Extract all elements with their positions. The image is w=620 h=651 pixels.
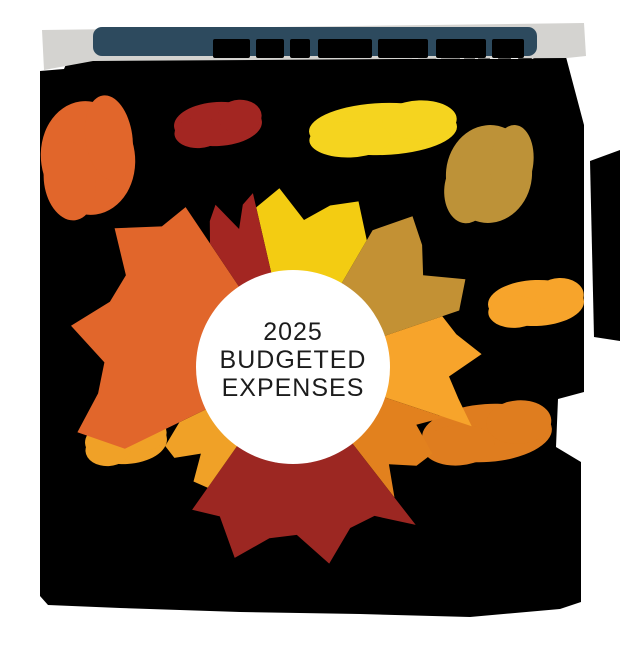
pie-slice-segment-right: [368, 316, 482, 427]
splash-lump: [535, 278, 584, 313]
center-label-line-2: BUDGETED: [219, 346, 367, 374]
pie-slice-segment-bottom: [192, 430, 416, 564]
splash-lump: [490, 125, 534, 199]
banner-title-knockout-word-3: [290, 39, 310, 58]
banner-title-knockout-word-2: [256, 39, 284, 58]
splash-lump: [444, 154, 492, 224]
splash-lump: [309, 121, 391, 158]
label-splash-segment-left: [40, 95, 136, 221]
label-splash-segment-upper-right: [444, 125, 534, 224]
banner-title-knockout-word-1: [213, 39, 250, 58]
splash-lump: [486, 400, 552, 444]
banner-title-knockout-word-7: [492, 39, 524, 58]
splash-lump: [43, 141, 97, 221]
donut-center-label: 2025 BUDGETED EXPENSES: [178, 318, 408, 402]
label-splash-segment-right: [488, 278, 584, 328]
label-splash-segment-top: [309, 100, 457, 158]
splash-lump: [422, 424, 495, 466]
center-label-line-1: 2025: [263, 318, 323, 346]
splash-lump: [84, 95, 133, 181]
backdrop-right-strip: [590, 150, 620, 341]
center-label-line-3: EXPENSES: [221, 374, 365, 402]
pie-slice-segment-upper-left: [209, 193, 275, 301]
splash-lump: [217, 99, 262, 133]
label-splash-segment-upper-left: [174, 99, 262, 149]
donut-center-circle: [196, 270, 390, 464]
splash-lump: [382, 100, 457, 140]
splash-lump: [174, 117, 223, 149]
banner-title-knockout-word-6: [436, 39, 486, 58]
splash-lump: [488, 295, 542, 328]
banner-title-knockout-word-5: [378, 39, 428, 58]
banner-title-knockout-word-4: [318, 39, 372, 58]
